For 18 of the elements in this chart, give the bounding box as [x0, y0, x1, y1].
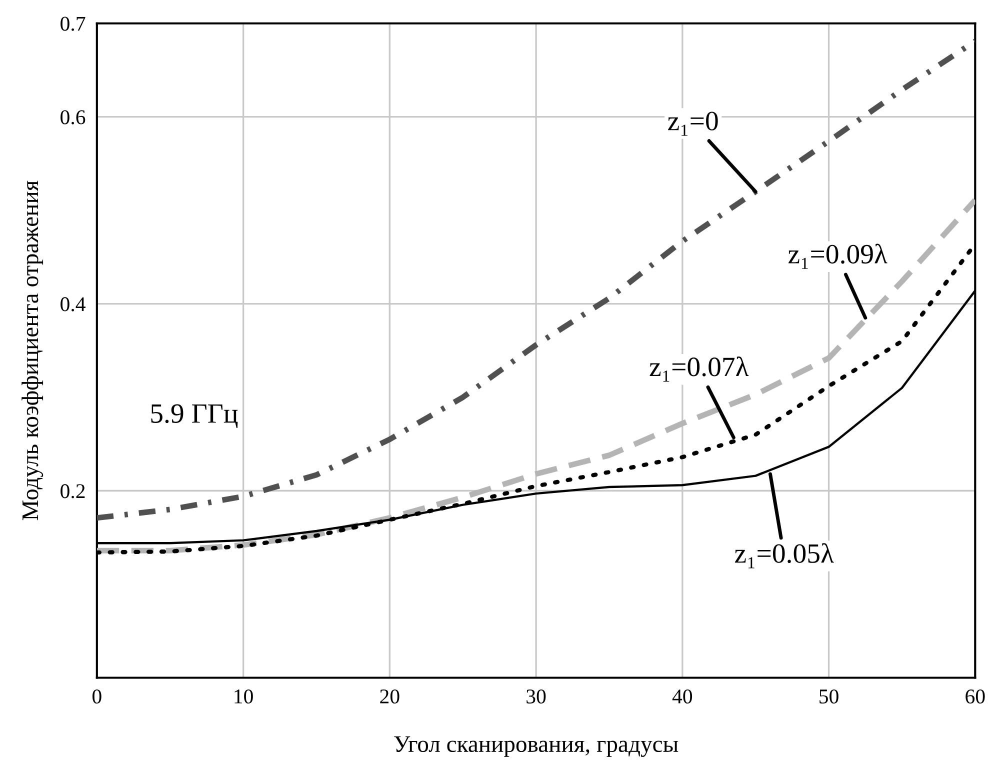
x-axis-title: Угол сканирования, градусы — [394, 736, 678, 757]
x-tick-label: 10 — [234, 689, 253, 704]
annotation: 5.9 ГГц — [151, 404, 238, 428]
x-tick-label: 40 — [672, 689, 692, 704]
x-tick-label: 30 — [526, 689, 546, 704]
y-tick-label: 0.2 — [60, 484, 85, 498]
annotation: z₁=0 — [668, 112, 718, 136]
annotation: z₁=0.07λ — [650, 356, 749, 382]
x-tick-label: 20 — [380, 689, 400, 704]
x-tick-label: 50 — [820, 689, 838, 704]
y-axis-title: Модуль коэффициента отражения — [22, 180, 44, 520]
annotation: z₁=0.09λ — [788, 244, 888, 269]
x-tick-label: 0 — [92, 689, 102, 704]
y-tick-label: 0.7 — [60, 16, 86, 31]
annotation: z₁=0.05λ — [734, 543, 834, 568]
y-tick-label: 0.4 — [60, 297, 86, 312]
x-tick-label: 60 — [966, 689, 985, 704]
y-tick-label: 0.6 — [60, 110, 86, 124]
